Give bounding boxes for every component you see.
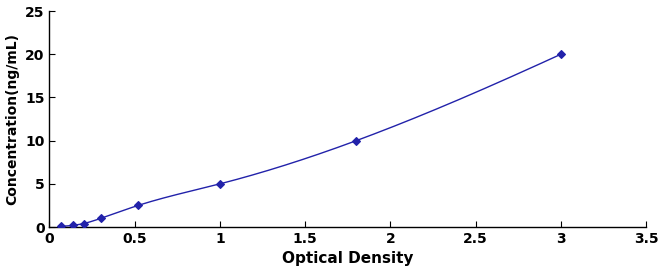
X-axis label: Optical Density: Optical Density	[282, 251, 414, 267]
Y-axis label: Concentration(ng/mL): Concentration(ng/mL)	[5, 33, 19, 205]
